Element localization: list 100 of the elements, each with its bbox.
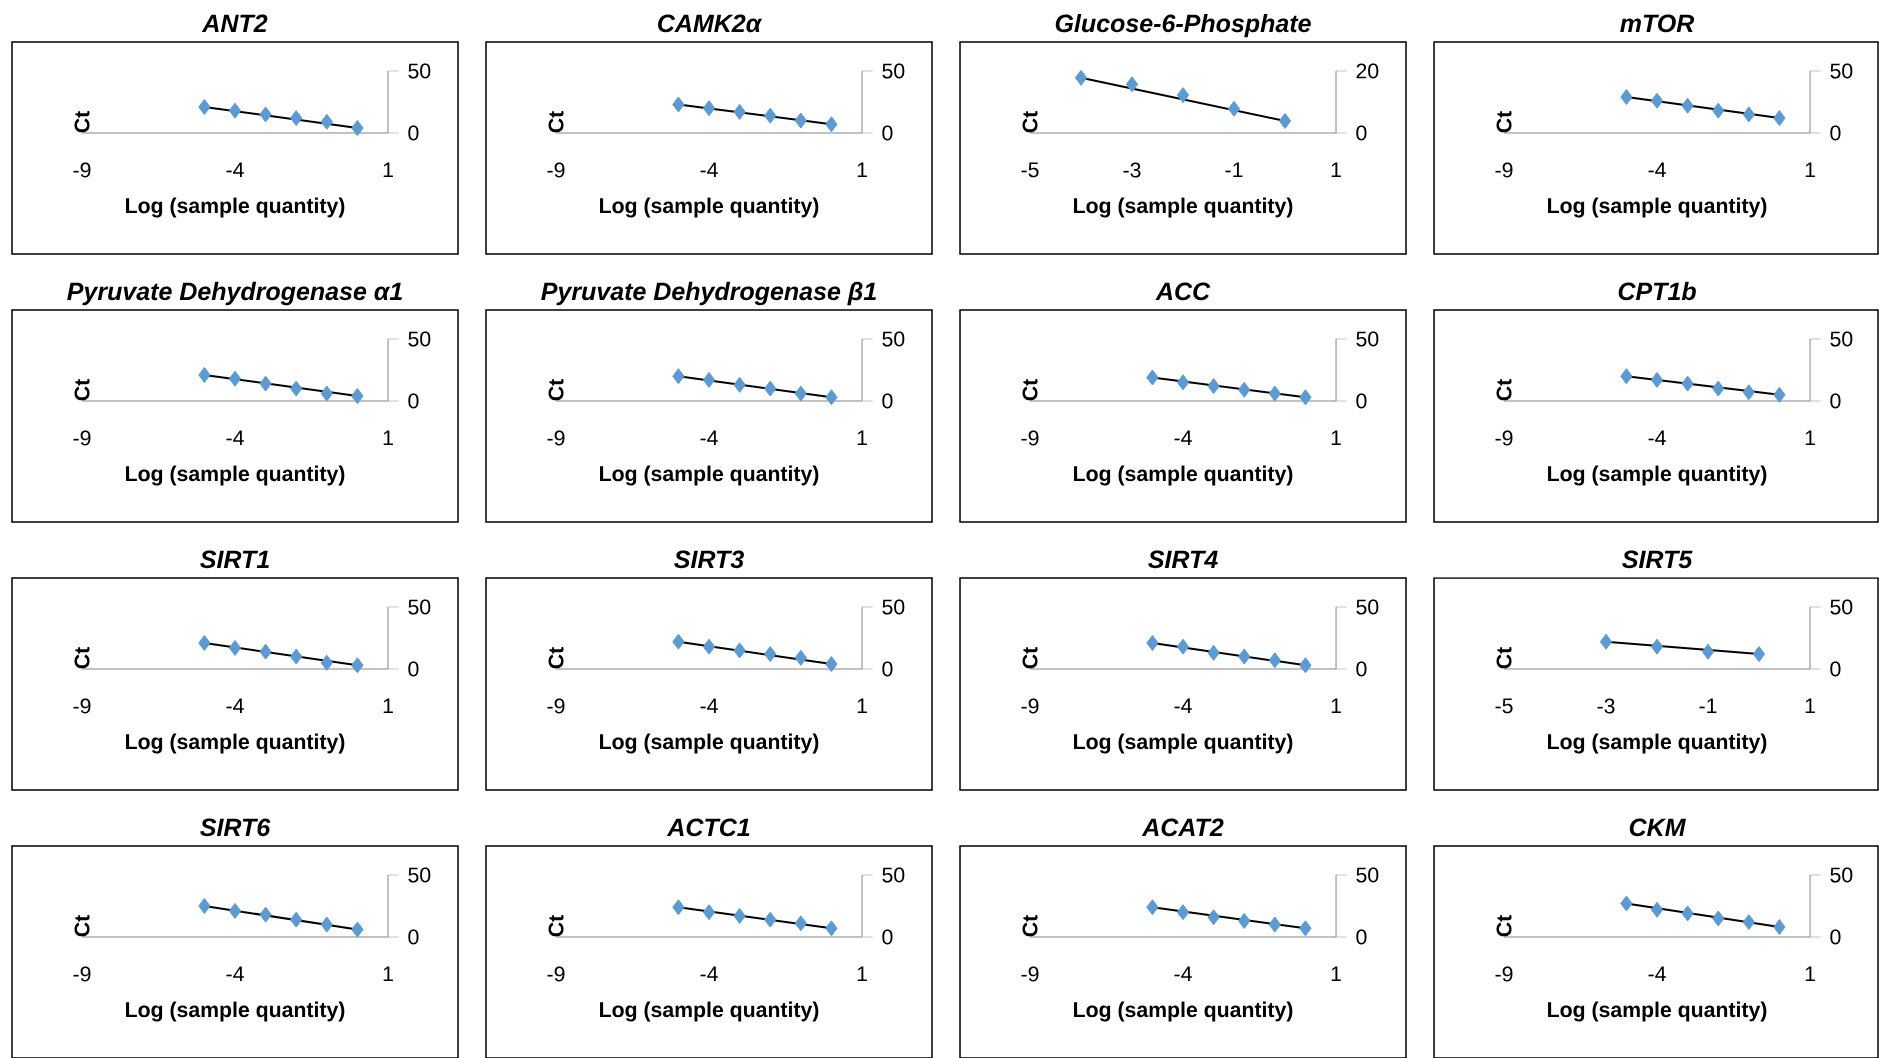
point: [733, 376, 746, 393]
point: [1773, 110, 1786, 127]
chart-title: ACAT2: [1141, 818, 1224, 837]
x-tick-label: -9: [547, 430, 565, 446]
x-tick-label: -4: [1174, 430, 1192, 446]
y-tick-label: 0: [882, 125, 893, 141]
point: [1712, 910, 1725, 927]
y-tick-label: 50: [882, 63, 905, 79]
x-axis-title: Log (sample quantity): [126, 733, 345, 754]
x-tick-label: 1: [857, 430, 867, 446]
y-tick-label: 50: [408, 331, 431, 347]
x-tick-label: -9: [73, 430, 91, 446]
x-tick-label: -4: [700, 162, 718, 178]
x-tick-label: -4: [1174, 698, 1192, 714]
y-axis-title: Ct: [1022, 915, 1038, 937]
x-axis-title: Log (sample quantity): [600, 197, 819, 218]
x-tick-label: -4: [1648, 430, 1666, 446]
point: [1299, 389, 1312, 406]
point: [825, 116, 838, 133]
y-tick-label: 50: [1356, 867, 1379, 883]
x-tick-label: -9: [73, 162, 91, 178]
y-axis-title: Ct: [1496, 647, 1512, 669]
point: [702, 371, 716, 388]
point: [702, 638, 716, 655]
point: [198, 897, 211, 914]
y-axis-title: Ct: [548, 647, 564, 669]
x-tick-label: -4: [226, 162, 244, 178]
point: [320, 385, 333, 402]
point: [764, 646, 777, 663]
chart-title: ACTC1: [666, 818, 750, 837]
point: [764, 911, 777, 928]
y-tick-label: 0: [1356, 929, 1367, 945]
point: [672, 96, 685, 113]
y-axis-title: Ct: [1496, 915, 1512, 937]
y-axis-title: Ct: [74, 111, 90, 133]
x-tick-label: 1: [857, 698, 867, 714]
y-tick-label: 0: [1830, 393, 1841, 409]
point: [794, 112, 807, 129]
y-tick-label: 50: [882, 867, 905, 883]
point: [228, 902, 242, 919]
point: [1176, 374, 1190, 391]
y-tick-label: 0: [1356, 661, 1367, 677]
point: [259, 375, 272, 392]
y-tick-label: 50: [408, 599, 431, 615]
x-tick-label: 1: [1805, 430, 1815, 446]
point: [733, 103, 746, 120]
chart-title: CAMK2α: [658, 14, 763, 33]
point: [1701, 643, 1715, 660]
y-tick-label: 0: [1830, 125, 1841, 141]
x-tick-label: 1: [1331, 162, 1341, 178]
y-axis-title: Ct: [1022, 111, 1038, 133]
point: [764, 380, 777, 397]
x-tick-label: -5: [1021, 162, 1039, 178]
point: [764, 107, 777, 124]
point: [1681, 375, 1694, 392]
point: [1227, 100, 1241, 117]
point: [1299, 920, 1312, 937]
point: [351, 657, 364, 674]
chart-title: ACC: [1155, 282, 1211, 301]
chart-title: Glucose-6-Phosphate: [1055, 13, 1311, 38]
x-tick-label: -4: [1174, 966, 1192, 982]
x-tick-label: -9: [547, 162, 565, 178]
y-tick-label: 0: [882, 929, 893, 945]
y-tick-label: 50: [1830, 331, 1853, 347]
point: [825, 920, 838, 937]
x-tick-label: -9: [1495, 430, 1513, 446]
point: [1752, 646, 1766, 663]
y-tick-label: 0: [882, 393, 893, 409]
x-tick-label: -9: [1021, 966, 1039, 982]
point: [351, 388, 364, 405]
x-axis-title: Log (sample quantity): [600, 1001, 819, 1022]
x-axis-title: Log (sample quantity): [1074, 197, 1293, 218]
x-axis-title: Log (sample quantity): [1074, 733, 1293, 754]
chart-title: SIRT5: [1622, 550, 1693, 569]
point: [1176, 638, 1190, 655]
point: [702, 100, 716, 117]
x-tick-label: 1: [1331, 698, 1341, 714]
x-tick-label: 1: [1805, 698, 1815, 714]
point: [1268, 385, 1281, 402]
y-tick-label: 0: [1830, 661, 1841, 677]
y-tick-label: 50: [1830, 63, 1853, 79]
point: [198, 98, 211, 115]
x-tick-label: 1: [1805, 162, 1815, 178]
y-tick-label: 0: [408, 125, 419, 141]
x-axis-title: Log (sample quantity): [126, 197, 345, 218]
point: [320, 654, 333, 671]
point: [351, 921, 364, 938]
point: [1146, 634, 1159, 651]
y-axis-title: Ct: [1496, 379, 1512, 401]
point: [1773, 386, 1786, 403]
point: [1238, 381, 1251, 398]
point: [1299, 657, 1312, 674]
x-axis-title: Log (sample quantity): [1074, 465, 1293, 486]
y-tick-label: 50: [1830, 867, 1853, 883]
point: [1146, 899, 1159, 916]
y-tick-label: 50: [408, 63, 431, 79]
point: [1207, 909, 1220, 926]
x-tick-label: -9: [73, 698, 91, 714]
y-axis-title: Ct: [74, 647, 90, 669]
x-tick-label: 1: [1805, 966, 1815, 982]
